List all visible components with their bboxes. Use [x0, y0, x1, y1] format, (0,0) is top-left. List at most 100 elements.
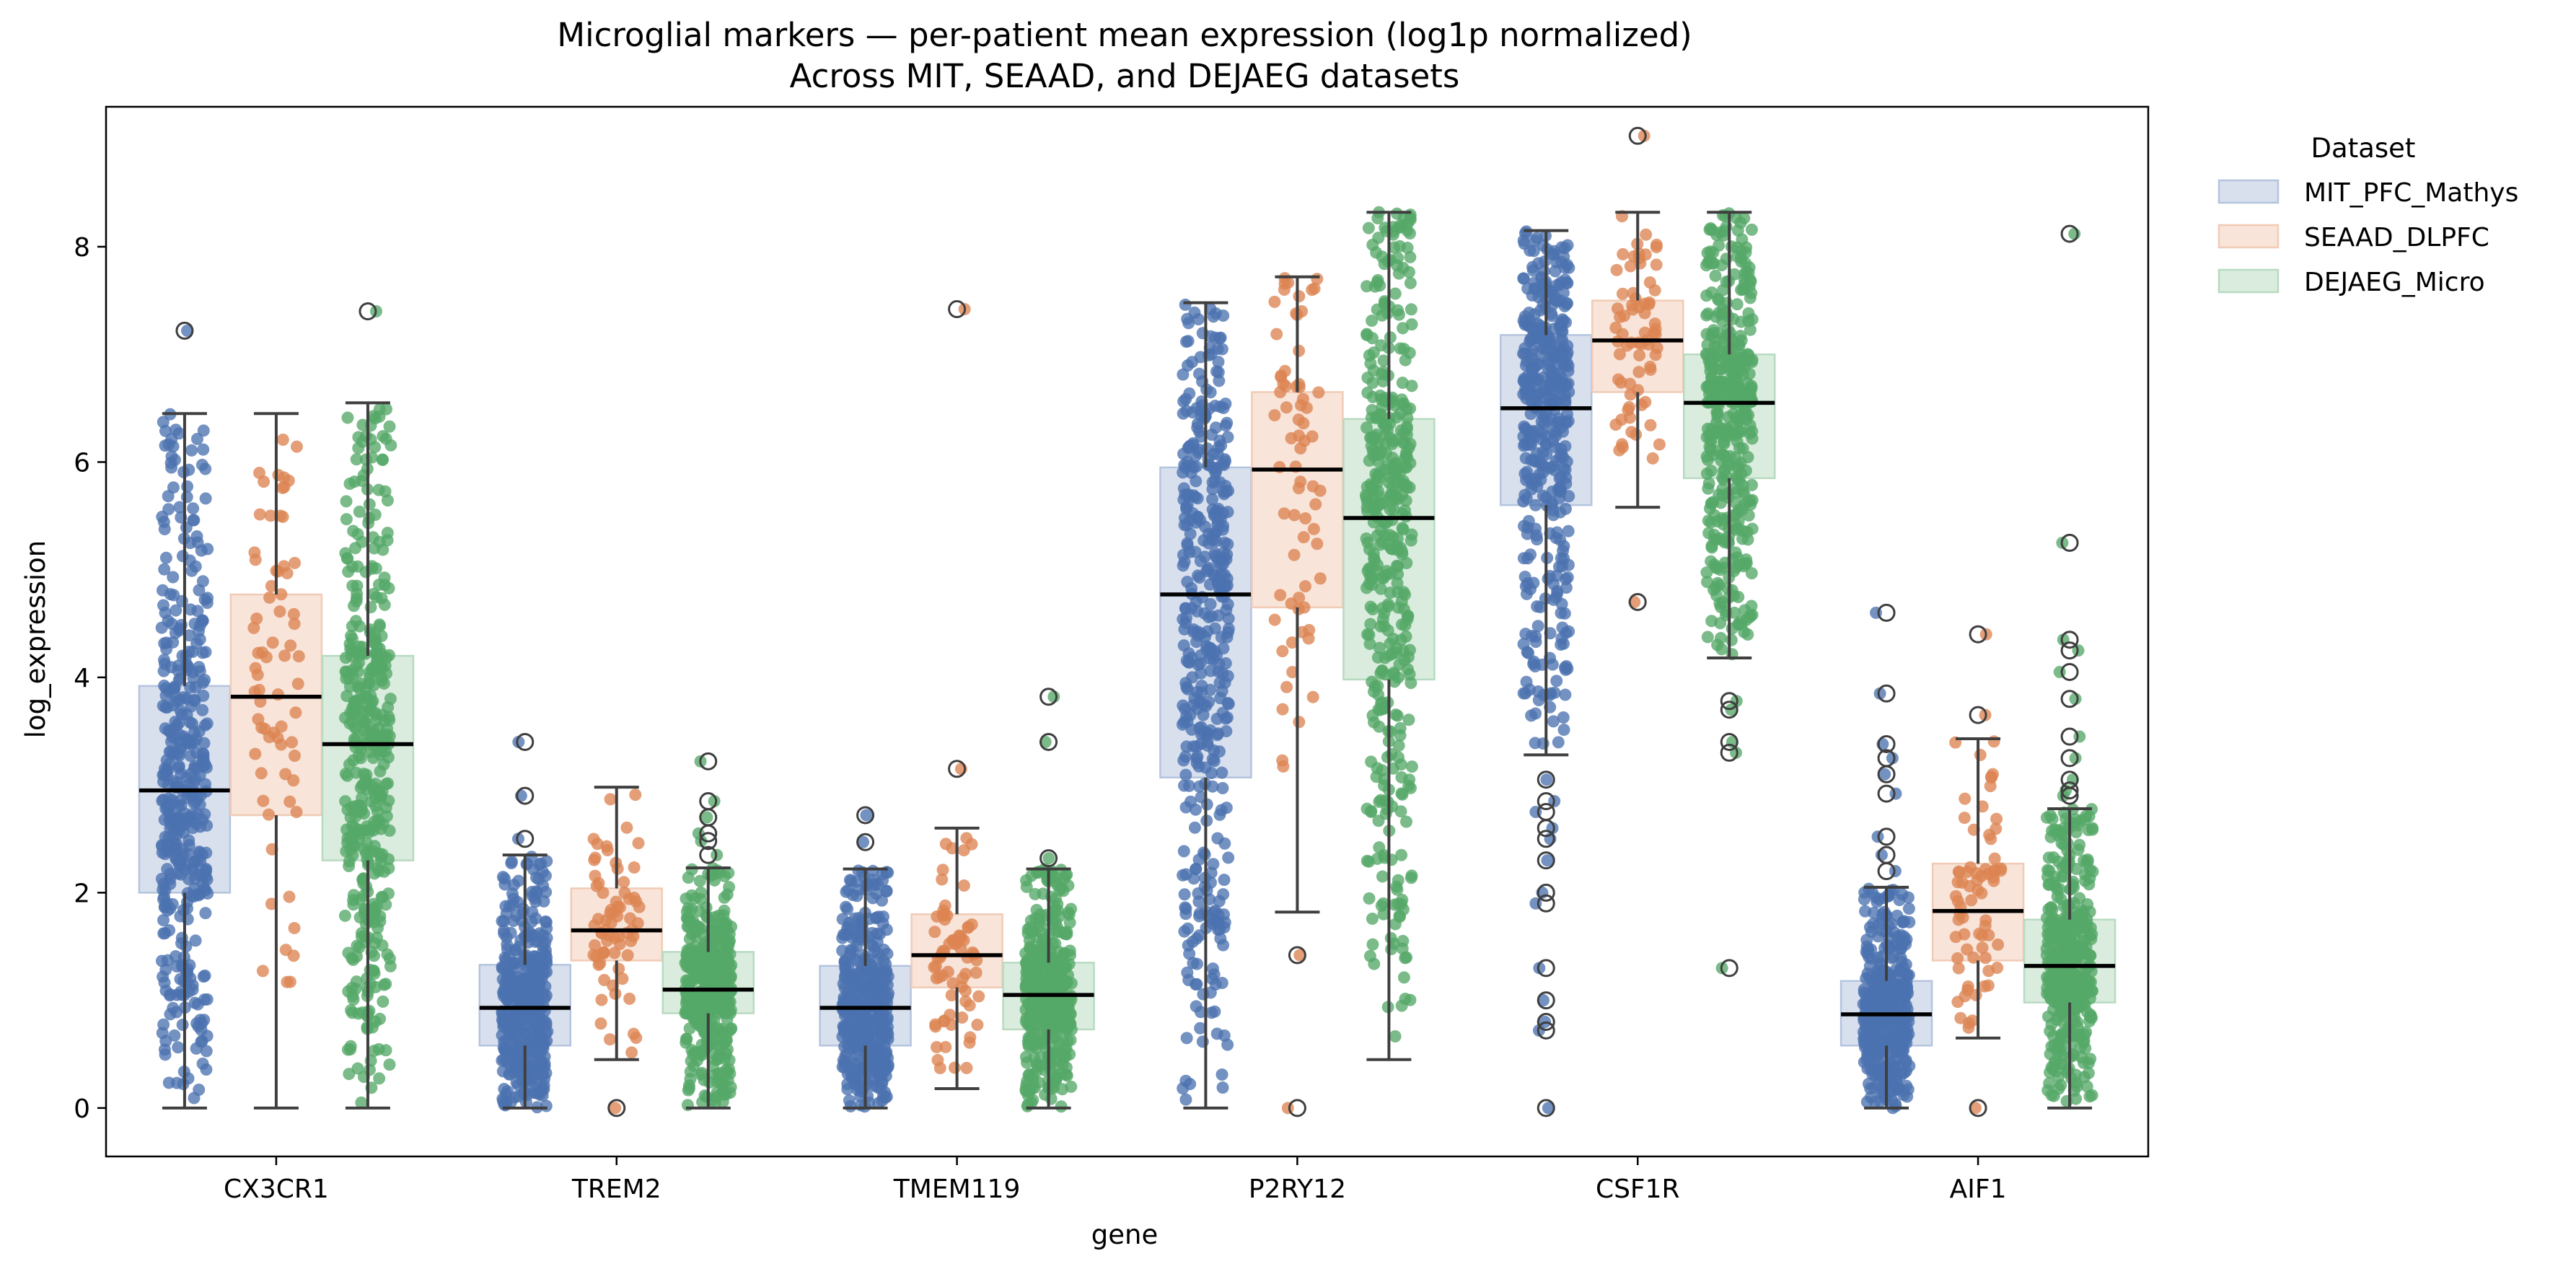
data-point — [1276, 754, 1289, 767]
data-point — [532, 873, 545, 886]
data-point — [1366, 479, 1379, 492]
data-point — [1177, 845, 1190, 858]
data-point — [188, 1092, 201, 1105]
data-point — [1034, 1059, 1047, 1072]
data-point — [1952, 865, 1965, 878]
data-point — [275, 720, 288, 733]
data-point — [1405, 318, 1418, 331]
data-point — [155, 621, 168, 634]
data-point — [1211, 915, 1224, 928]
data-point — [496, 1065, 509, 1078]
data-point — [1193, 780, 1206, 793]
data-point — [172, 811, 185, 824]
data-point — [1294, 442, 1307, 455]
data-point — [1527, 657, 1540, 670]
outlier-marker — [359, 302, 377, 321]
data-point — [1049, 937, 1062, 950]
data-point — [1400, 420, 1413, 433]
data-point — [682, 902, 695, 915]
data-point — [524, 928, 537, 941]
data-point — [540, 886, 553, 899]
data-point — [1373, 641, 1386, 654]
data-point — [1027, 1074, 1039, 1087]
data-point — [1280, 401, 1293, 414]
data-point — [955, 931, 968, 944]
data-point — [1215, 439, 1228, 452]
data-point — [1200, 640, 1213, 653]
data-point — [1974, 748, 1987, 761]
data-point — [856, 1067, 869, 1080]
data-point — [1218, 676, 1231, 689]
data-point — [850, 930, 863, 943]
data-point — [1390, 491, 1403, 504]
data-point — [1189, 449, 1202, 462]
data-point — [1204, 386, 1217, 399]
data-point — [1376, 870, 1389, 883]
data-point — [276, 433, 289, 446]
data-point — [264, 509, 277, 522]
data-point — [1281, 1102, 1294, 1115]
data-point — [359, 847, 372, 860]
data-point — [349, 615, 362, 628]
data-point — [1277, 377, 1290, 390]
data-point — [1205, 972, 1218, 985]
data-point — [1525, 362, 1538, 375]
data-point — [948, 1061, 961, 1074]
data-point — [840, 900, 853, 913]
data-point — [1052, 925, 1065, 938]
data-point — [1559, 688, 1572, 701]
data-point — [498, 872, 511, 885]
data-point — [170, 843, 183, 856]
data-point — [1306, 284, 1319, 297]
data-point — [1653, 438, 1666, 451]
data-point — [1182, 359, 1195, 372]
data-point — [1547, 593, 1560, 606]
data-point — [1391, 883, 1404, 896]
data-point — [1220, 725, 1233, 738]
data-point — [1366, 602, 1379, 615]
data-point — [1399, 588, 1412, 601]
data-point — [1270, 328, 1283, 341]
data-point — [1558, 607, 1571, 620]
data-point — [1029, 978, 1042, 991]
data-point — [1179, 768, 1192, 781]
data-point — [1047, 690, 1060, 703]
data-point — [1366, 404, 1379, 417]
data-point — [1299, 512, 1312, 525]
data-point — [1184, 466, 1197, 479]
data-point — [1216, 523, 1229, 536]
data-point — [1397, 261, 1410, 274]
outlier-marker — [1537, 830, 1555, 848]
data-point — [197, 443, 210, 456]
data-point — [1268, 613, 1281, 626]
data-point — [1860, 945, 1873, 958]
data-point — [1389, 287, 1402, 300]
data-point — [363, 666, 376, 679]
data-point — [265, 897, 278, 910]
data-point — [501, 1053, 514, 1066]
data-point — [957, 879, 970, 892]
data-point — [184, 811, 197, 824]
data-point — [159, 1048, 172, 1061]
data-point — [343, 855, 356, 868]
data-point — [265, 579, 278, 592]
data-point — [1221, 711, 1234, 724]
data-point — [1537, 489, 1549, 502]
data-point — [512, 833, 525, 846]
data-point — [1183, 387, 1196, 400]
data-point — [1216, 457, 1228, 470]
data-point — [381, 494, 394, 507]
data-point — [1184, 795, 1197, 808]
data-point — [1954, 1011, 1967, 1024]
data-point — [1207, 858, 1220, 871]
data-point — [1520, 492, 1533, 505]
data-point — [498, 915, 511, 928]
data-point — [1369, 467, 1382, 480]
data-point — [540, 951, 553, 964]
data-point — [1542, 1102, 1555, 1115]
data-point — [172, 761, 185, 774]
data-point — [201, 597, 214, 610]
data-point — [844, 970, 857, 983]
series-SEAAD_DLPFC — [229, 126, 2025, 1117]
data-point — [1959, 792, 1971, 805]
